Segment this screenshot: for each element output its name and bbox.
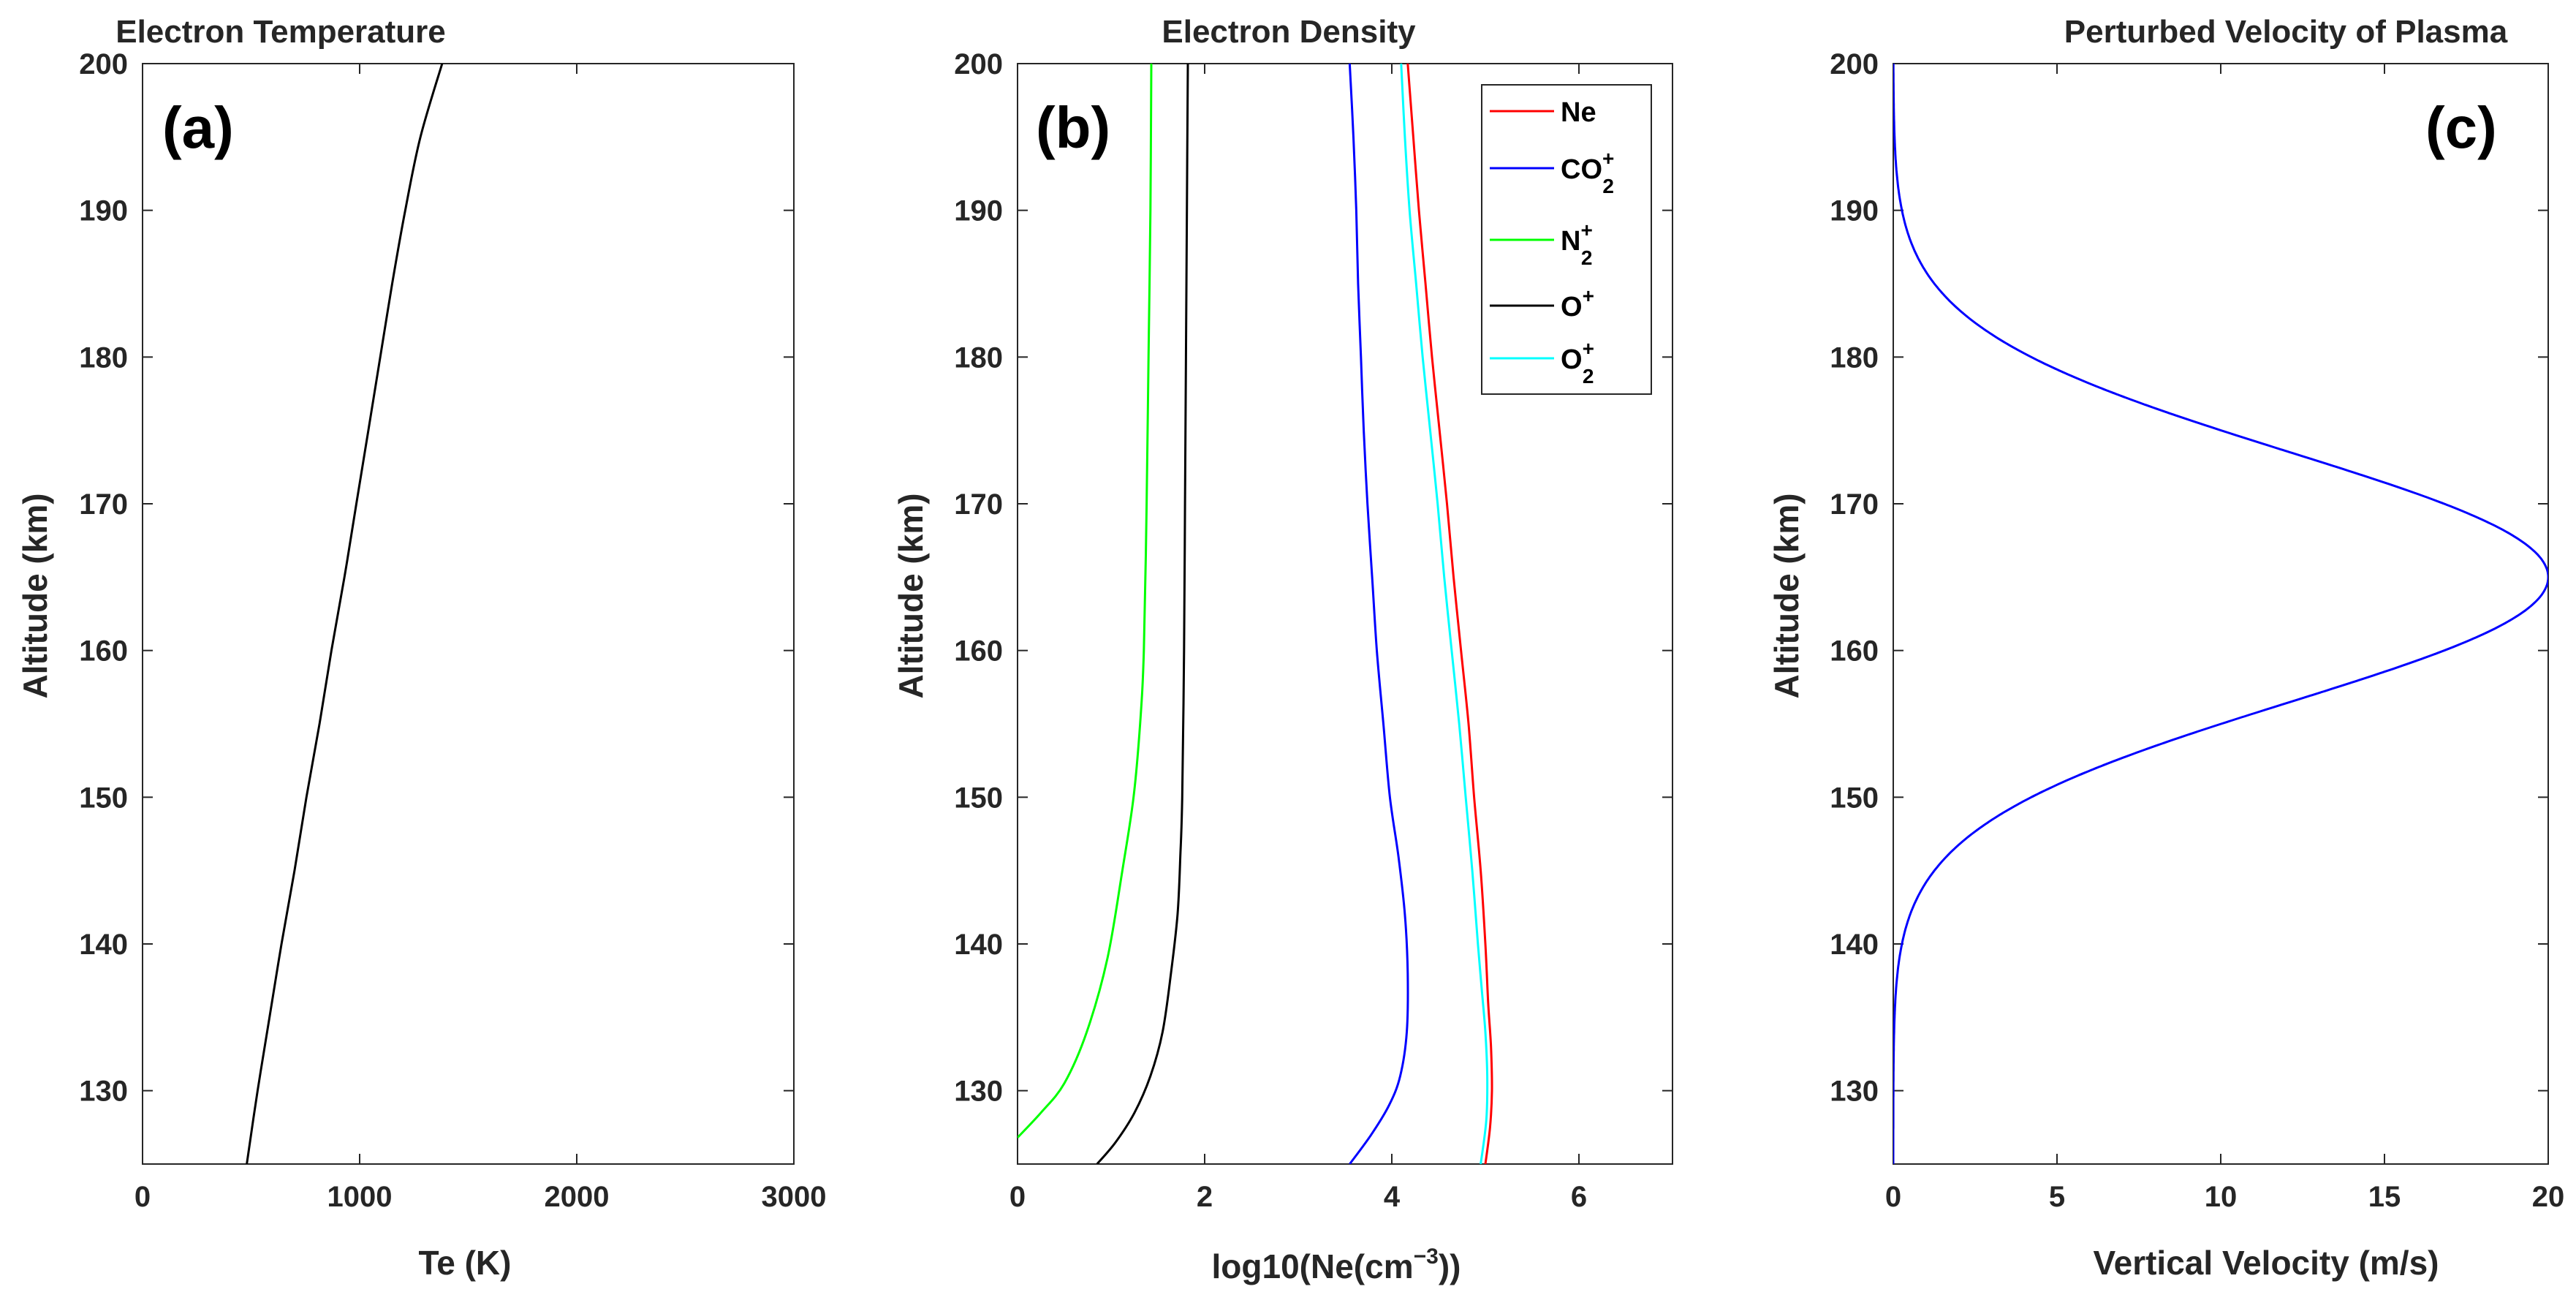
panel-c-y-axis-label: Altitude (km) (1768, 493, 1806, 698)
panel-a-y-axis-label: Altitude (km) (16, 493, 54, 698)
panel-b-series-o- (1096, 64, 1189, 1164)
panel-c-y-tick-label: 180 (1830, 341, 1879, 374)
legend-entry-ne: Ne (1490, 97, 1596, 128)
legend-label-o2-plus: O+ 2 (1561, 337, 1594, 388)
legend-entry-o2-plus: O+ 2 (1490, 337, 1594, 388)
panel-c-y-tick-label: 150 (1830, 782, 1879, 814)
panel-b-y-tick-label: 160 (954, 635, 1003, 668)
panel-b-series-co2- (1348, 64, 1409, 1164)
panel-c-series-vertical-velocity (1893, 64, 2548, 1164)
legend-entry-o-plus: O+ (1490, 284, 1594, 322)
panel-b-x-tick-label: 6 (1571, 1181, 1587, 1213)
panel-a-title: Electron Temperature (115, 14, 446, 50)
panel-a-x-tick-label: 2000 (545, 1181, 610, 1213)
panel-b-x-tick-label: 2 (1197, 1181, 1213, 1213)
panel-c-y-tick-label: 160 (1830, 635, 1879, 668)
panel-b-label: (b) (1036, 95, 1110, 160)
panel-a-y-tick-label: 180 (79, 341, 128, 374)
legend-entry-n2-plus: N+ 2 (1490, 219, 1593, 269)
panel-c-y-tick-label: 140 (1830, 929, 1879, 961)
legend-label-o-plus: O+ (1561, 284, 1594, 322)
legend-entry-co2-plus: CO+ 2 (1490, 147, 1614, 197)
legend-label-co2-plus: CO+ 2 (1561, 147, 1614, 197)
panel-c-y-tick-label: 130 (1830, 1076, 1879, 1108)
panel-b-x-axis-label-sup: −3 (1414, 1244, 1439, 1269)
panel-b-electron-density: Electron Density 0 2 4 6 130 140 150 160 170 180 1… (892, 14, 1673, 1285)
panel-b-series-n2- (1018, 64, 1153, 1138)
panel-a-y-tick-label: 150 (79, 782, 128, 814)
panel-a-y-tick-label: 140 (79, 929, 128, 961)
panel-b-legend: Ne CO+ 2 N+ 2 O+ O+ 2 (1481, 84, 1652, 395)
panel-c-y-tick-label: 170 (1830, 488, 1879, 521)
panel-b-y-tick-label: 200 (954, 48, 1003, 80)
panel-a-x-tick-label: 0 (135, 1181, 151, 1213)
panel-c-title: Perturbed Velocity of Plasma (2064, 14, 2508, 50)
panel-b-series-o2- (1400, 64, 1489, 1164)
panel-a-y-tick-label: 200 (79, 48, 128, 80)
panel-b-y-tick-label: 170 (954, 488, 1003, 521)
panel-c-label: (c) (2425, 95, 2497, 160)
panel-a-plot-area: 0 1000 2000 3000 130 140 150 160 170 180 190 200 (79, 48, 826, 1213)
panel-a-axes-box (142, 63, 795, 1165)
panel-b-y-tick-label: 130 (954, 1076, 1003, 1108)
panel-b-y-tick-label: 140 (954, 929, 1003, 961)
panel-b-y-tick-label: 180 (954, 341, 1003, 374)
panel-c-perturbed-velocity: Perturbed Velocity of Plasma 0 5 10 15 20 130… (1768, 14, 2564, 1282)
panel-a-y-tick-label: 130 (79, 1076, 128, 1108)
legend-label-ne: Ne (1561, 97, 1596, 128)
panel-a-x-tick-label: 3000 (762, 1181, 827, 1213)
panel-a-x-tick-label: 1000 (327, 1181, 393, 1213)
panel-b-x-axis-label-start: log10(Ne(cm (1212, 1247, 1414, 1285)
panel-b-x-axis-label: log10(Ne(cm−3)) (1212, 1244, 1461, 1285)
panel-a-electron-temperature: Electron Temperature 0 1000 2000 3000 130 140… (16, 14, 826, 1282)
panel-c-axes-box (1893, 63, 2549, 1165)
panel-c-x-tick-label: 20 (2532, 1181, 2565, 1213)
panel-a-x-axis-label: Te (K) (419, 1244, 512, 1282)
legend-label-n2-plus: N+ 2 (1561, 219, 1593, 269)
panel-a-y-tick-label: 160 (79, 635, 128, 668)
panel-c-plot-area: 0 5 10 15 20 130 140 150 160 170 180 190 200 (1830, 48, 2564, 1213)
panel-b-title: Electron Density (1162, 14, 1416, 50)
panel-c-y-tick-label: 200 (1830, 48, 1879, 80)
panel-b-x-tick-label: 0 (1009, 1181, 1026, 1213)
panel-c-y-tick-label: 190 (1830, 195, 1879, 227)
panel-c-x-tick-label: 5 (2049, 1181, 2065, 1213)
panel-b-y-tick-label: 150 (954, 782, 1003, 814)
panel-a-label: (a) (162, 95, 234, 160)
panel-c-x-tick-label: 10 (2205, 1181, 2238, 1213)
panel-c-x-tick-label: 0 (1885, 1181, 1901, 1213)
panel-c-x-axis-label: Vertical Velocity (m/s) (2093, 1244, 2439, 1282)
panel-b-x-tick-label: 4 (1384, 1181, 1401, 1213)
panel-b-y-tick-label: 190 (954, 195, 1003, 227)
panel-a-y-tick-label: 170 (79, 488, 128, 521)
panel-b-y-axis-label: Altitude (km) (892, 493, 930, 698)
panel-a-y-tick-label: 190 (79, 195, 128, 227)
panel-c-x-tick-label: 15 (2368, 1181, 2401, 1213)
panel-b-x-axis-label-end: )) (1439, 1247, 1461, 1285)
panel-b-series-ne (1406, 64, 1493, 1164)
panel-a-series-te (246, 64, 444, 1164)
